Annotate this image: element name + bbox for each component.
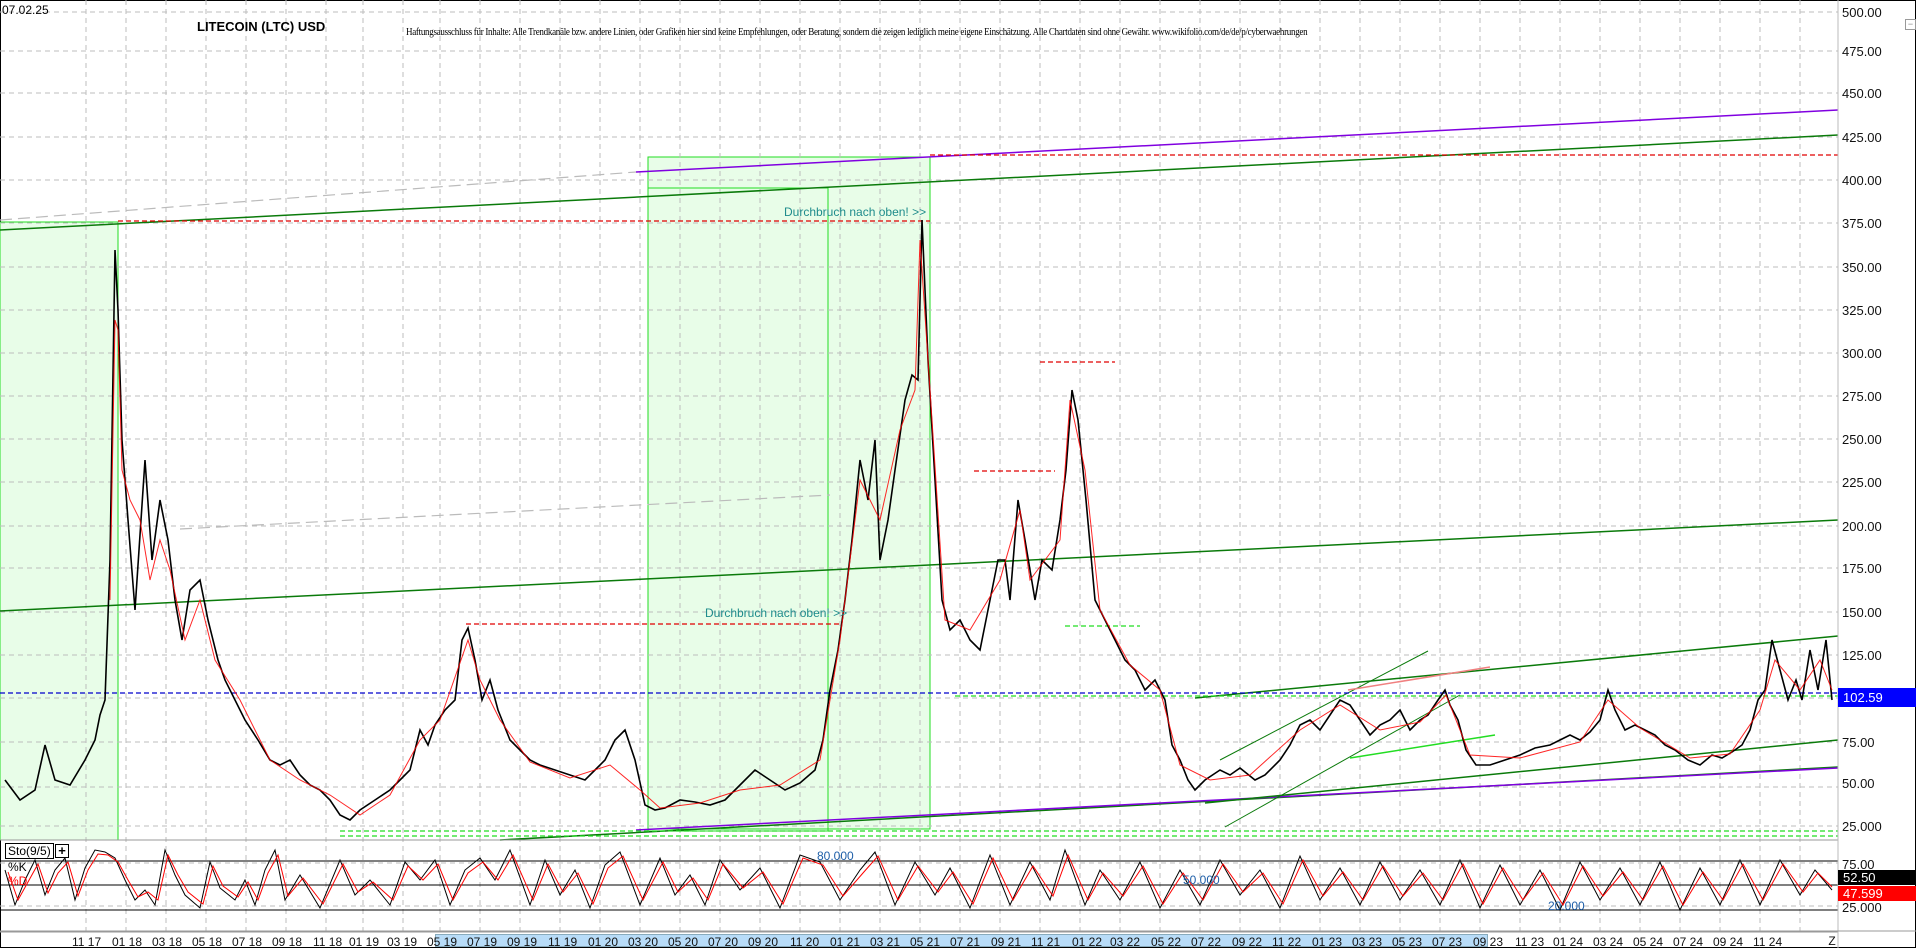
y-tick: 225.00 — [1842, 475, 1882, 490]
x-tick: 11 20 — [790, 935, 820, 949]
breakout-annotation-upper: Durchbruch nach oben! >> — [784, 205, 927, 219]
chart-title: LITECOIN (LTC) USD — [197, 19, 326, 34]
x-tick: 09 20 — [748, 935, 779, 949]
y-tick: 250.00 — [1842, 432, 1882, 447]
y-tick: 425.00 — [1842, 130, 1882, 145]
x-tick: 03 21 — [870, 935, 901, 949]
x-tick: 01 24 — [1553, 935, 1584, 949]
stochastic-d-value: 47.599 — [1838, 886, 1916, 901]
stochastic-indicator-label[interactable]: Sto(9/5) — [5, 843, 54, 859]
x-tick: 09 23 — [1473, 935, 1504, 949]
stochastic-axis-75: 75.00 — [1842, 857, 1875, 872]
x-tick: 01 22 — [1072, 935, 1103, 949]
upper-trendline — [0, 134, 1839, 231]
highlight-zone-2021 — [647, 156, 931, 830]
x-tick: 11 18 — [313, 935, 343, 949]
y-tick: 500.00 — [1842, 5, 1882, 20]
upper-channel-purple — [635, 109, 1839, 173]
stochastic-d-legend: %D — [8, 874, 28, 888]
x-tick: 05 20 — [668, 935, 699, 949]
x-tick: 11 22 — [1272, 935, 1302, 949]
breakout-annotation-lower: Durchbruch nach oben! >> — [705, 606, 848, 620]
middle-trendline — [0, 519, 1839, 612]
y-tick: 150.00 — [1842, 605, 1882, 620]
x-tick: 03 18 — [152, 935, 183, 949]
collapse-button[interactable]: − — [1905, 19, 1916, 30]
time-range-scrollbar[interactable] — [435, 934, 1488, 947]
x-tick: 07 23 — [1432, 935, 1463, 949]
x-tick: 05 22 — [1151, 935, 1182, 949]
x-tick: 11 17 — [72, 935, 102, 949]
x-tick: 05 19 — [427, 935, 458, 949]
x-tick: 01 18 — [112, 935, 143, 949]
y-tick: 350.00 — [1842, 260, 1882, 275]
stochastic-d-line — [7, 853, 1833, 907]
zoom-button[interactable]: Z — [1828, 934, 1836, 948]
disclaimer-text: Haftungsausschluss für Inhalte: Alle Tre… — [406, 27, 1308, 38]
y-tick: 325.00 — [1842, 303, 1882, 318]
x-tick: 09 21 — [991, 935, 1022, 949]
x-tick: 07 20 — [708, 935, 739, 949]
lower-channel-purple — [635, 767, 1839, 831]
y-tick: 50.00 — [1842, 776, 1875, 791]
x-tick: 05 18 — [192, 935, 223, 949]
y-tick: 25.000 — [1842, 819, 1882, 834]
x-tick: 01 23 — [1312, 935, 1343, 949]
x-tick: 11 24 — [1753, 935, 1783, 949]
y-tick: 475.00 — [1842, 44, 1882, 59]
x-tick: 07 18 — [232, 935, 263, 949]
y-tick: 400.00 — [1842, 173, 1882, 188]
y-tick: 375.00 — [1842, 216, 1882, 231]
x-tick: 03 19 — [387, 935, 418, 949]
x-tick: 01 21 — [830, 935, 861, 949]
add-indicator-button[interactable]: + — [55, 844, 69, 858]
x-tick: 01 19 — [349, 935, 380, 949]
stochastic-level-80: 80.000 — [817, 849, 854, 863]
x-tick: 01 20 — [588, 935, 619, 949]
x-tick: 03 24 — [1593, 935, 1624, 949]
highlight-zone-2017 — [0, 221, 119, 841]
x-tick: 11 19 — [548, 935, 578, 949]
y-tick: 300.00 — [1842, 346, 1882, 361]
y-tick: 75.00 — [1842, 735, 1875, 750]
x-tick: 05 23 — [1392, 935, 1423, 949]
stochastic-level-20: 20.000 — [1548, 899, 1585, 913]
y-tick: 175.00 — [1842, 561, 1882, 576]
stochastic-level-50: 50.000 — [1183, 873, 1220, 887]
x-tick: 09 18 — [272, 935, 303, 949]
x-tick: 07 19 — [467, 935, 498, 949]
x-tick: 11 23 — [1515, 935, 1545, 949]
stochastic-k-legend: %K — [8, 860, 27, 874]
chart-date: 07.02.25 — [2, 3, 49, 17]
x-tick: 11 21 — [1031, 935, 1061, 949]
y-tick: 200.00 — [1842, 519, 1882, 534]
recent-upper-trendline — [1194, 635, 1839, 699]
x-tick: 05 21 — [910, 935, 941, 949]
x-tick: 03 20 — [628, 935, 659, 949]
last-price-badge: 102.59 — [1838, 688, 1916, 707]
x-tick: 09 22 — [1232, 935, 1263, 949]
x-tick: 09 24 — [1713, 935, 1744, 949]
y-tick: 125.00 — [1842, 648, 1882, 663]
y-tick: 450.00 — [1842, 86, 1882, 101]
x-tick: 07 22 — [1191, 935, 1222, 949]
y-tick: 275.00 — [1842, 389, 1882, 404]
x-tick: 03 23 — [1352, 935, 1383, 949]
stochastic-axis-25: 25.000 — [1842, 900, 1882, 915]
stochastic-k-value: 52.50 — [1838, 870, 1916, 885]
stochastic-k-line — [4, 848, 1833, 912]
x-tick: 07 24 — [1673, 935, 1704, 949]
x-tick: 07 21 — [950, 935, 981, 949]
x-tick: 09 19 — [507, 935, 538, 949]
x-tick: 05 24 — [1633, 935, 1664, 949]
x-tick: 03 22 — [1110, 935, 1141, 949]
